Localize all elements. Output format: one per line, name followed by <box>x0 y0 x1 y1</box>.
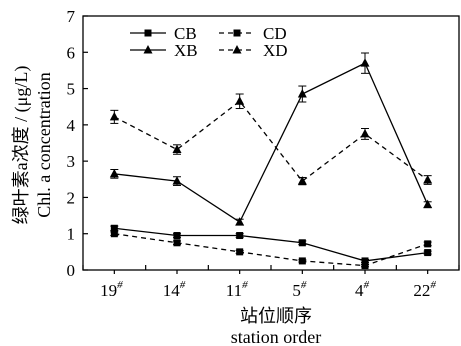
data-point-xb-5- <box>297 89 307 98</box>
data-point-cb-14- <box>173 232 181 240</box>
x-tick-label-5-: 5# <box>292 279 307 300</box>
y-tick-label-6: 6 <box>67 43 76 62</box>
data-point-cd-11- <box>236 248 244 256</box>
x-axis-title: 站位顺序 station order <box>231 306 321 346</box>
legend-label-xb: XB <box>174 41 198 60</box>
data-point-cd-14- <box>173 239 181 247</box>
data-point-xb-19- <box>109 168 119 178</box>
data-point-cb-5- <box>298 239 306 247</box>
series-line-xd <box>114 100 429 183</box>
legend-item-cd: CD <box>219 24 287 43</box>
x-tick-label-22-: 22# <box>413 279 436 300</box>
legend-marker-xb <box>143 45 153 54</box>
y-tick-label-3: 3 <box>67 152 76 171</box>
data-point-xb-11- <box>235 217 245 226</box>
legend: CB CD XB XD <box>130 24 288 60</box>
data-point-xb-22- <box>423 199 433 209</box>
data-point-xd-19- <box>109 111 119 121</box>
series-line-cd <box>114 233 428 267</box>
y-tick-label-5: 5 <box>67 80 76 99</box>
x-tick-label-19-: 19# <box>100 279 123 300</box>
y-tick-label-4: 4 <box>67 116 76 135</box>
data-point-xd-14- <box>172 144 182 154</box>
series-line-cb <box>114 227 428 262</box>
series-line-xb <box>114 62 429 224</box>
x-tick-label-14-: 14# <box>163 279 186 300</box>
data-point-xd-22- <box>423 175 433 184</box>
legend-marker-cb <box>144 29 152 37</box>
legend-item-cb: CB <box>130 24 197 43</box>
data-point-xb-4- <box>360 58 370 67</box>
data-point-xd-11- <box>235 96 245 105</box>
series-xb <box>109 52 433 226</box>
data-point-cd-4- <box>361 262 369 270</box>
series-cb <box>110 224 432 265</box>
legend-label-xd: XD <box>263 41 288 60</box>
data-point-cd-5- <box>298 257 306 265</box>
data-point-xb-14- <box>172 176 182 185</box>
data-point-xd-5- <box>297 176 307 185</box>
plot-area: 0 1 2 3 4 5 6 7 19# 14# 11# 5# 4# 22# CB CD XB XD <box>67 7 460 300</box>
y-axis-title-line-2: Chl. a concentration <box>34 72 54 217</box>
series-xd <box>109 93 433 186</box>
x-tick-label-4-: 4# <box>355 279 370 300</box>
x-axis-title-line-2: station order <box>231 327 321 346</box>
y-axis-title: 绿叶素a浓度 / (μg/L) Chl. a concentration <box>11 66 54 225</box>
legend-label-cd: CD <box>263 24 287 43</box>
data-point-cb-19- <box>110 224 118 232</box>
data-point-cb-22- <box>424 249 432 257</box>
legend-label-cb: CB <box>174 24 197 43</box>
legend-item-xd: XD <box>219 41 288 60</box>
x-axis-title-line-1: 站位顺序 <box>240 306 312 326</box>
data-point-cd-19- <box>110 230 118 238</box>
y-axis-title-line-1: 绿叶素a浓度 / (μg/L) <box>11 66 32 225</box>
data-point-cb-4- <box>361 257 369 265</box>
x-tick-label-11-: 11# <box>226 279 248 300</box>
data-point-xd-4- <box>360 128 370 138</box>
series-cd <box>110 230 432 270</box>
data-point-cb-11- <box>236 232 244 240</box>
y-tick-label-7: 7 <box>67 7 76 26</box>
legend-marker-cd <box>233 29 241 37</box>
data-point-cd-22- <box>424 240 432 248</box>
y-tick-label-2: 2 <box>67 188 76 207</box>
legend-marker-xd <box>232 45 242 54</box>
legend-item-xb: XB <box>130 41 198 60</box>
y-tick-label-0: 0 <box>67 261 76 280</box>
y-tick-label-1: 1 <box>67 225 76 244</box>
